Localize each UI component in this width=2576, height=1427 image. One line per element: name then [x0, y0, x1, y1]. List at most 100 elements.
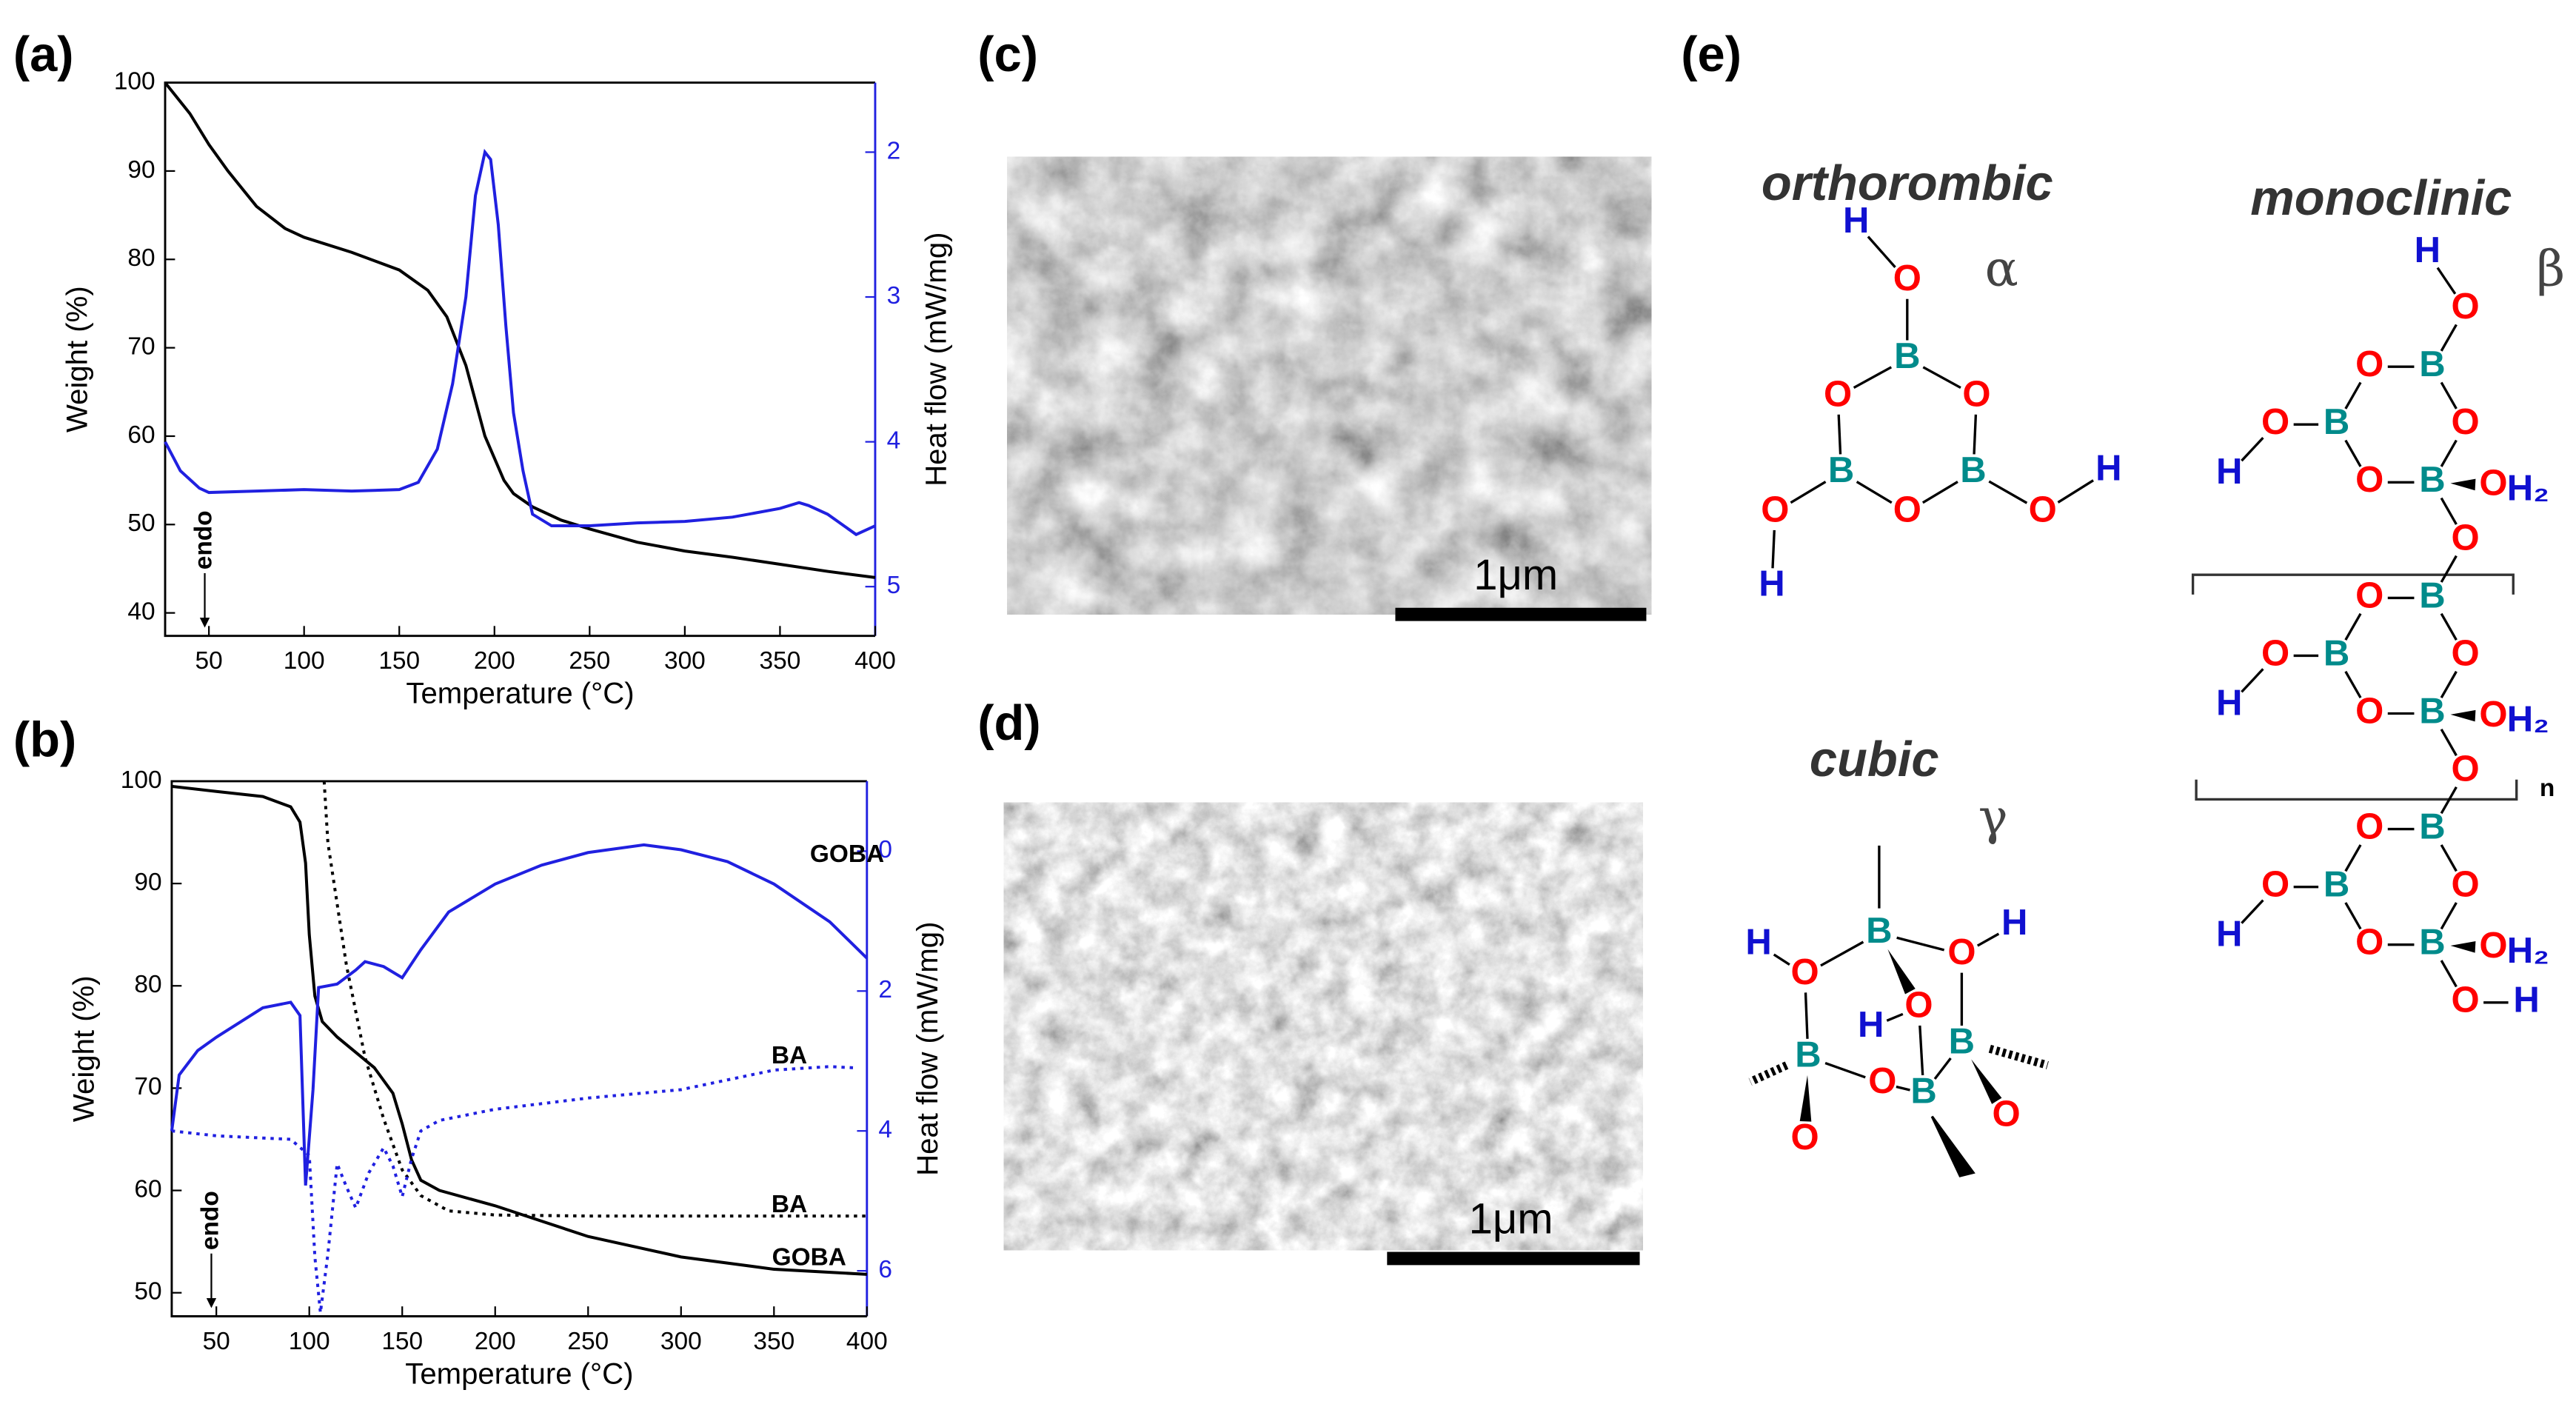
x-tick-label: 200 — [475, 1328, 516, 1355]
atom-label: H₂ — [2507, 931, 2549, 971]
atom-label: O — [2355, 575, 2383, 615]
y-tick-label: 80 — [134, 971, 161, 998]
bond — [2057, 479, 2094, 504]
bond — [2241, 437, 2264, 462]
y2-tick-label: 4 — [887, 427, 901, 454]
atom-label: O — [2355, 460, 2383, 500]
atom-label: B — [1828, 450, 1854, 490]
atom-label: O — [2029, 489, 2057, 529]
atom-label: H — [2001, 903, 2027, 943]
y-tick-label: 90 — [127, 156, 155, 184]
series-line — [170, 843, 869, 1186]
bond — [2436, 267, 2457, 295]
x-tick-label: 50 — [195, 647, 223, 675]
atom-label: B — [2419, 807, 2445, 847]
x-tick-label: 400 — [854, 647, 896, 675]
atom-label: O — [2452, 980, 2480, 1020]
bond — [1933, 1057, 1952, 1080]
series-line — [164, 81, 876, 579]
series-label: GOBA — [772, 1243, 846, 1271]
x-tick-label: 300 — [660, 1328, 702, 1355]
x-axis-label: Temperature (°C) — [405, 1357, 633, 1390]
annotation: endo — [196, 1191, 224, 1250]
y-tick-label: 100 — [121, 766, 162, 794]
atom-label: O — [2261, 633, 2289, 673]
atom-label: H — [1858, 1005, 1884, 1045]
bond — [1867, 235, 1896, 268]
y2-axis-label: Heat flow (mW/mg) — [919, 232, 952, 486]
series-label: GOBA — [810, 841, 884, 868]
repeat-label: n — [2540, 775, 2555, 802]
axis-frame — [170, 780, 867, 1317]
series-line — [164, 148, 876, 537]
y2-axis-label: Heat flow (mW/mg) — [911, 922, 944, 1176]
bond — [1976, 932, 2000, 947]
y-tick-label: 50 — [127, 509, 155, 537]
bond — [1771, 529, 1776, 569]
bond — [1824, 1062, 1866, 1079]
bond — [2440, 786, 2458, 815]
atom-label: O — [1962, 374, 1990, 414]
structure-title: orthorombic — [1762, 156, 2053, 211]
bond — [2344, 902, 2362, 930]
bond — [2241, 899, 2264, 924]
bond — [2440, 960, 2458, 988]
bond — [1896, 936, 1945, 952]
atom-label: B — [1910, 1071, 1936, 1111]
sem-image — [1003, 802, 1643, 1251]
annotation: endo — [190, 510, 217, 569]
atom-label: B — [1795, 1035, 1821, 1075]
y-axis-label: Weight (%) — [61, 286, 94, 432]
bracket — [2191, 573, 2515, 595]
atom-label: O — [1947, 932, 1976, 972]
x-tick-label: 200 — [474, 647, 515, 675]
y2-tick-label: 2 — [887, 137, 901, 164]
bond — [2440, 902, 2458, 930]
panel-label: (c) — [977, 27, 1038, 82]
bond — [2440, 497, 2458, 525]
bond — [1922, 366, 1961, 389]
atom-label: B — [2324, 633, 2349, 673]
bond — [1896, 1085, 1910, 1092]
atom-label: B — [2324, 865, 2349, 905]
bond — [2344, 670, 2362, 699]
panel-label: (e) — [1681, 27, 1742, 82]
x-tick-label: 50 — [203, 1328, 230, 1355]
panel-label: (b) — [13, 712, 76, 767]
structure-title: monoclinic — [2250, 170, 2512, 226]
x-tick-label: 300 — [664, 647, 706, 675]
x-tick-label: 250 — [569, 647, 610, 675]
bond-wedge — [1799, 1075, 1812, 1122]
bond-wedge — [2450, 478, 2476, 491]
atom-label: B — [1960, 450, 1986, 490]
atom-label: H — [1843, 201, 1869, 241]
atom-label: O — [2355, 923, 2383, 963]
x-axis-label: Temperature (°C) — [406, 677, 634, 710]
x-tick-label: 100 — [289, 1328, 330, 1355]
atom-label: O — [1824, 374, 1852, 414]
atom-label: O — [2479, 695, 2507, 735]
bond-wedge — [1971, 1059, 2002, 1104]
atom-label: O — [2479, 464, 2507, 504]
atom-label: B — [2324, 402, 2349, 442]
atom-label: O — [2355, 344, 2383, 384]
atom-label: B — [1894, 336, 1920, 376]
atom-label: B — [1866, 911, 1892, 951]
bond-stubs — [1748, 845, 2049, 1177]
atom-label: O — [2261, 402, 2289, 442]
atom-label: H — [2216, 683, 2242, 723]
bond — [1856, 481, 1893, 504]
y2-tick-label: 0 — [878, 836, 892, 863]
bond — [2440, 555, 2458, 583]
panel-label: (a) — [13, 27, 74, 82]
atom-label: O — [1893, 489, 1921, 529]
structure-title: cubic — [1810, 732, 1939, 787]
bond — [2344, 439, 2362, 467]
atom-label: O — [1868, 1061, 1896, 1101]
atom-label: B — [2419, 460, 2445, 500]
bond — [1804, 992, 1809, 1039]
y-tick-label: 50 — [134, 1278, 161, 1306]
atom-label: B — [2419, 923, 2445, 963]
